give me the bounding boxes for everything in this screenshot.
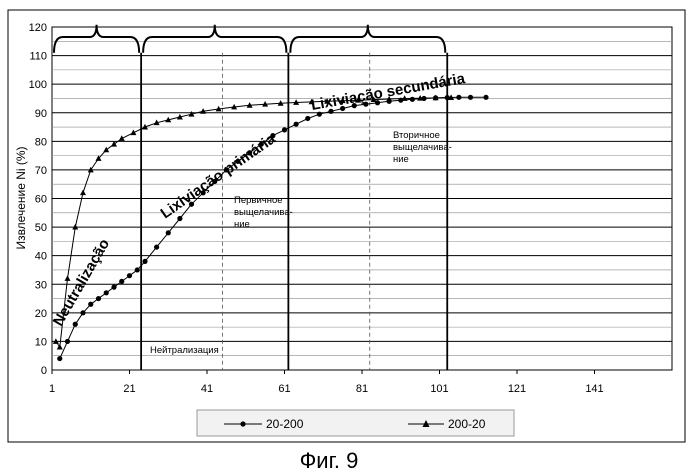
legend: 20-200 200-20 (197, 410, 514, 436)
note-primary-line-3: ние (234, 219, 250, 230)
data-point-series-1 (410, 97, 415, 102)
legend-label-series-2: 200-20 (448, 417, 486, 431)
y-tick-label: 120 (29, 22, 47, 34)
data-point-series-1 (142, 259, 147, 264)
y-tick-label: 20 (35, 308, 47, 320)
data-point-series-1 (73, 322, 78, 327)
data-point-series-1 (166, 230, 171, 235)
y-tick-label: 100 (29, 79, 47, 91)
note-secondary-line-2: выщелачива- (393, 142, 452, 153)
data-point-series-1 (119, 279, 124, 284)
y-tick-label: 50 (35, 222, 47, 234)
data-point-series-1 (96, 296, 101, 301)
y-tick-label: 110 (29, 51, 47, 63)
x-tick-label: 21 (123, 383, 135, 395)
data-point-series-1 (483, 95, 488, 100)
data-point-series-1 (57, 356, 62, 361)
data-point-series-1 (282, 127, 287, 132)
x-tick-label: 141 (585, 383, 603, 395)
data-point-series-1 (127, 273, 132, 278)
data-point-series-1 (111, 285, 116, 290)
data-point-series-1 (88, 302, 93, 307)
y-tick-label: 70 (35, 165, 47, 177)
x-tick-label: 101 (430, 383, 448, 395)
data-point-series-1 (468, 95, 473, 100)
y-tick-label: 90 (35, 108, 47, 120)
x-tick-label: 41 (201, 383, 213, 395)
x-tick-label: 1 (49, 383, 55, 395)
data-point-series-1 (305, 116, 310, 121)
note-primary-line-1: Первичное (234, 195, 283, 206)
data-point-series-1 (456, 95, 461, 100)
x-tick-label: 61 (278, 383, 290, 395)
note-neutralization: Нейтрализация (150, 345, 219, 356)
x-tick-label: 121 (508, 383, 526, 395)
y-tick-label: 60 (35, 194, 47, 206)
data-point-series-1 (65, 339, 70, 344)
y-tick-label: 0 (41, 365, 47, 377)
data-point-series-1 (104, 290, 109, 295)
y-tick-label: 40 (35, 251, 47, 263)
y-axis-label: Извлечение Ni (%) (14, 146, 28, 249)
y-tick-label: 80 (35, 136, 47, 148)
y-tick-label: 10 (35, 336, 47, 348)
data-point-series-1 (80, 310, 85, 315)
data-point-series-1 (177, 216, 182, 221)
legend-label-series-1: 20-200 (266, 417, 304, 431)
note-primary-line-2: выщелачива- (234, 207, 293, 218)
x-tick-label: 81 (356, 383, 368, 395)
data-point-series-1 (294, 122, 299, 127)
data-point-series-1 (135, 267, 140, 272)
note-secondary-line-1: Вторичное (393, 130, 440, 141)
figure-caption: Фиг. 9 (300, 448, 359, 473)
note-secondary-line-3: ние (393, 154, 409, 165)
y-tick-label: 30 (35, 279, 47, 291)
legend-marker-circle (240, 421, 245, 426)
data-point-series-1 (154, 244, 159, 249)
